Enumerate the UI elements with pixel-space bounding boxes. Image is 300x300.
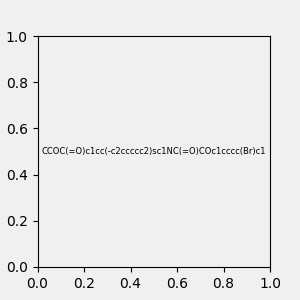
Text: CCOC(=O)c1cc(-c2ccccc2)sc1NC(=O)COc1cccc(Br)c1: CCOC(=O)c1cc(-c2ccccc2)sc1NC(=O)COc1cccc… <box>41 147 266 156</box>
